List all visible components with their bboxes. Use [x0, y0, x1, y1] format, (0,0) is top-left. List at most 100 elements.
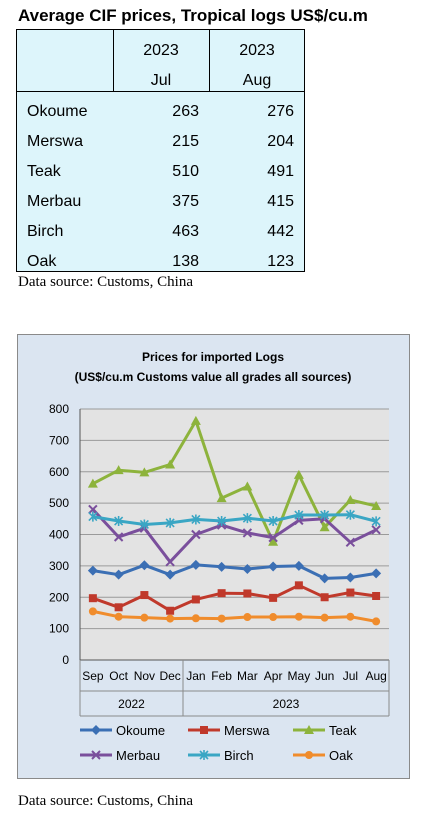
y-tick-label: 0 [62, 653, 69, 667]
x-tick-label: Jun [315, 669, 334, 683]
data-point-okoume [293, 560, 304, 571]
cell-aug: 123 [267, 253, 294, 270]
data-point-okoume [345, 572, 356, 583]
data-point-birch [345, 509, 355, 520]
data-point-merswa [114, 603, 123, 612]
row-label: Oak [27, 253, 57, 270]
data-point-birch [165, 517, 175, 528]
table-header-divider [17, 91, 304, 92]
table-divider [209, 30, 210, 91]
data-point-teak [113, 465, 124, 475]
cell-aug: 204 [267, 133, 294, 150]
cell-aug: 491 [267, 163, 294, 180]
chart-title-line1: Prices for imported Logs [142, 350, 284, 364]
cell-aug: 442 [267, 223, 294, 240]
data-point-okoume [268, 561, 279, 572]
data-point-teak [371, 500, 382, 510]
x-tick-label: Oct [109, 669, 128, 683]
data-point-teak [190, 415, 201, 425]
legend-marker-birch [199, 750, 209, 760]
series-line-merbau [91, 508, 377, 564]
data-point-birch [88, 511, 98, 522]
data-point-merbau [345, 537, 356, 548]
data-point-teak [165, 459, 176, 469]
data-point-oak [269, 613, 278, 622]
data-point-merbau [165, 557, 175, 567]
data-point-merswa [269, 593, 278, 602]
data-point-oak [140, 613, 149, 622]
y-tick-label: 700 [49, 433, 69, 447]
data-point-oak [166, 614, 175, 623]
row-label: Teak [27, 163, 61, 180]
data-point-okoume [242, 564, 253, 575]
data-point-oak [217, 614, 226, 623]
legend-label-birch: Birch [224, 748, 254, 763]
data-point-teak [216, 493, 227, 503]
data-point-birch [294, 510, 304, 521]
chart-svg: Prices for imported Logs (US$/cu.m Custo… [49, 350, 390, 763]
data-point-merbau [371, 525, 381, 535]
data-point-oak [294, 612, 303, 621]
cell-jul: 463 [172, 223, 199, 240]
x-tick-label: Feb [211, 669, 232, 683]
x-tick-label: Aug [365, 669, 386, 683]
table-source: Data source: Customs, China [18, 274, 193, 290]
cell-jul: 510 [172, 163, 199, 180]
data-point-merswa [191, 595, 200, 604]
legend-marker-merbau [91, 750, 101, 760]
x-tick-label: May [288, 669, 311, 683]
data-point-oak [88, 607, 97, 616]
data-point-merswa [320, 593, 329, 602]
x-tick-label: Apr [264, 669, 283, 683]
data-point-merswa [140, 591, 149, 600]
data-point-merbau [191, 529, 201, 540]
column-year-aug: 2023 [239, 42, 275, 59]
row-label: Okoume [27, 103, 88, 120]
legend-label-oak: Oak [329, 748, 353, 763]
data-point-birch [217, 516, 227, 527]
cell-jul: 375 [172, 193, 199, 210]
data-point-merswa [88, 594, 97, 603]
legend-label-teak: Teak [329, 723, 357, 738]
price-table: 2023 Jul 2023 Aug Okoume 263 276 Merswa … [16, 29, 305, 272]
data-point-okoume [371, 568, 382, 579]
data-point-merswa [166, 606, 175, 615]
data-point-okoume [319, 573, 330, 584]
year-label: 2023 [273, 697, 300, 711]
data-point-oak [243, 613, 252, 622]
x-tick-label: Sep [82, 669, 104, 683]
data-point-oak [320, 613, 329, 622]
data-point-oak [372, 617, 381, 626]
data-point-merswa [217, 589, 226, 598]
legend-marker-oak [305, 751, 313, 759]
data-point-birch [191, 514, 201, 525]
legend-marker-merswa [200, 726, 208, 734]
data-point-birch [242, 513, 252, 524]
series-line-oak [92, 609, 377, 623]
data-point-oak [346, 612, 355, 621]
row-label: Birch [27, 223, 64, 240]
table-divider [113, 30, 114, 91]
data-point-okoume [139, 560, 150, 571]
data-point-birch [320, 510, 330, 521]
cell-aug: 276 [267, 103, 294, 120]
data-point-birch [139, 519, 149, 530]
x-tick-label: Jan [186, 669, 205, 683]
data-point-okoume [87, 565, 98, 576]
x-tick-label: Jul [343, 669, 358, 683]
data-point-merbau [242, 528, 253, 538]
data-point-okoume [216, 561, 227, 572]
legend-label-merswa: Merswa [224, 723, 270, 738]
table-title: Average CIF prices, Tropical logs US$/cu… [18, 6, 368, 25]
data-point-teak [293, 469, 304, 479]
y-tick-label: 400 [49, 528, 69, 542]
data-point-teak [345, 494, 356, 504]
legend-label-okoume: Okoume [116, 723, 165, 738]
x-tick-label: Dec [159, 669, 180, 683]
row-label: Merswa [27, 133, 84, 150]
y-tick-label: 800 [49, 402, 69, 416]
data-point-okoume [190, 559, 201, 570]
series-line-merswa [92, 583, 377, 613]
cell-jul: 215 [172, 133, 199, 150]
y-tick-label: 200 [49, 590, 69, 604]
